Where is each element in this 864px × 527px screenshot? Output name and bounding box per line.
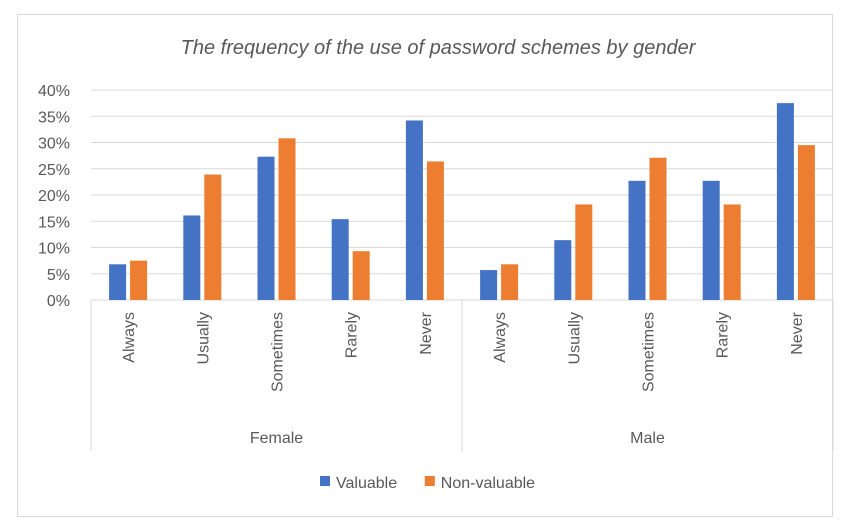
y-tick-label: 10% [38,241,70,258]
x-tick-label: Never [789,311,806,354]
group-label: Male [630,430,665,447]
y-tick-label: 5% [47,267,70,284]
bar-non-valuable-sometimes [278,138,296,300]
bar-non-valuable-usually [575,204,593,300]
bar-valuable-always [109,264,127,300]
x-axis: Always Usually Sometimes Rarely Never Always U… [90,300,834,451]
legend-swatch [320,476,330,486]
bar-non-valuable-never [797,145,815,300]
y-tick-label: 15% [38,214,70,231]
group-label: Female [250,430,303,447]
bar-non-valuable-sometimes [649,157,667,300]
legend: Valuable Non-valuable [320,475,535,492]
x-tick-label: Sometimes [641,312,658,392]
bar-non-valuable-usually [204,174,222,300]
bars [109,103,815,300]
bar-valuable-never [776,103,794,300]
legend-label: Valuable [336,475,397,492]
x-tick-label: Always [121,312,138,363]
x-tick-label: Usually [566,312,583,364]
gridlines [91,89,833,301]
x-tick-label: Never [418,311,435,354]
y-tick-label: 35% [38,109,70,126]
y-axis-ticks: 0% 5% 10% 15% 20% 25% 30% 35% 40% [38,83,70,310]
chart-title: The frequency of the use of password sch… [181,37,697,59]
bar-non-valuable-always [130,260,148,300]
legend-label: Non-valuable [441,475,535,492]
bar-valuable-sometimes [257,156,275,300]
bar-non-valuable-never [426,161,444,300]
x-tick-label: Sometimes [270,312,287,392]
y-tick-label: 25% [38,162,70,179]
bar-valuable-always [480,270,498,300]
bar-non-valuable-rarely [723,204,741,300]
legend-swatch [424,476,435,486]
bar-valuable-sometimes [628,180,646,300]
x-tick-label: Rarely [344,312,361,358]
y-tick-label: 30% [38,136,70,153]
x-tick-label: Usually [195,312,212,364]
y-tick-label: 0% [47,293,70,310]
bar-valuable-usually [554,240,572,300]
y-tick-label: 40% [38,83,70,100]
bar-valuable-usually [183,215,201,300]
bar-non-valuable-always [501,264,519,300]
y-tick-label: 20% [38,188,70,205]
bar-valuable-rarely [702,180,720,300]
x-tick-label: Rarely [715,312,732,358]
bar-non-valuable-rarely [352,251,370,300]
chart-frame [17,14,833,517]
bar-valuable-rarely [331,219,349,300]
bar-valuable-never [405,120,423,300]
x-tick-label: Always [492,312,509,363]
